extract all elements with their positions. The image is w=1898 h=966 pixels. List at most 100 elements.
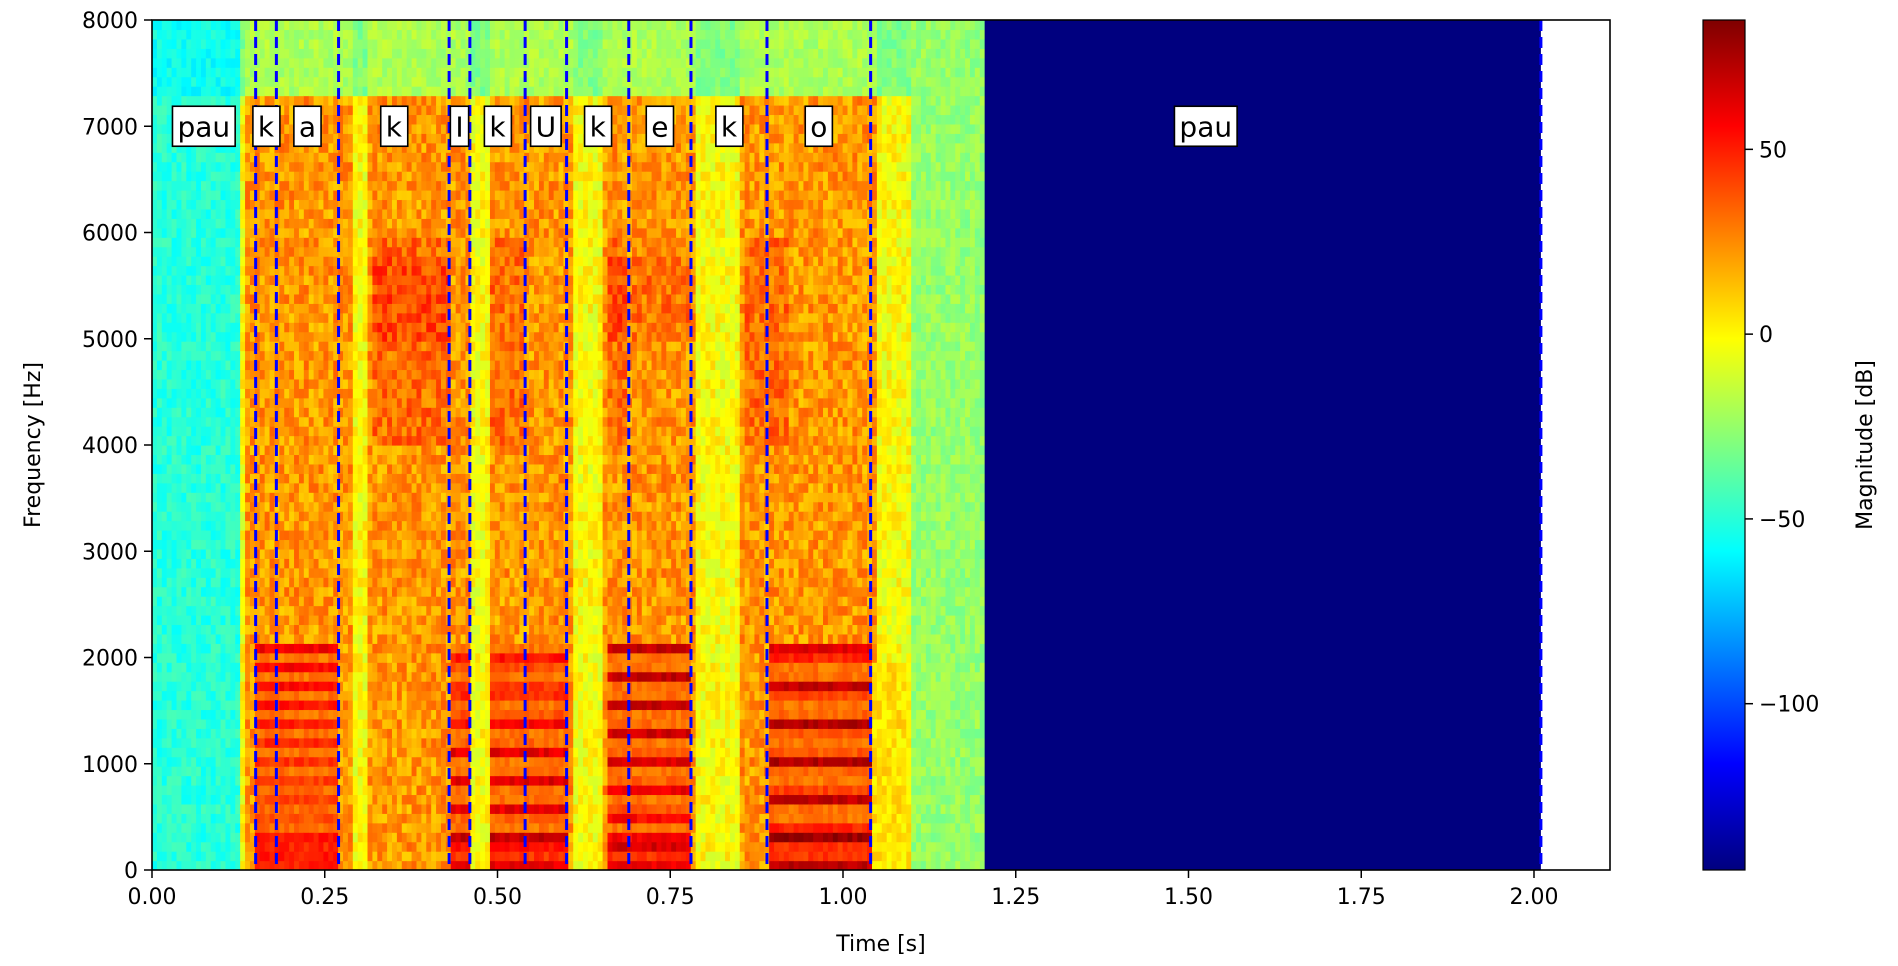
heatmap-cell xyxy=(333,133,339,144)
heatmap-cell xyxy=(362,190,369,201)
heatmap-cell xyxy=(205,558,212,569)
heatmap-cell xyxy=(210,633,217,644)
heatmap-cell xyxy=(186,57,192,68)
heatmap-cell xyxy=(294,76,300,87)
heatmap-cell xyxy=(191,265,197,276)
heatmap-cell xyxy=(186,142,192,153)
heatmap-cell xyxy=(279,473,285,484)
heatmap-cell xyxy=(215,426,222,437)
heatmap-cell xyxy=(382,67,388,78)
heatmap-cell xyxy=(406,577,413,588)
heatmap-cell xyxy=(396,246,403,257)
heatmap-cell xyxy=(259,662,266,673)
heatmap-cell xyxy=(338,171,344,182)
heatmap-cell xyxy=(362,530,369,541)
heatmap-cell xyxy=(377,558,383,569)
heatmap-cell xyxy=(313,803,320,814)
heatmap-cell xyxy=(186,38,192,49)
heatmap-cell xyxy=(235,473,241,484)
heatmap-cell xyxy=(377,378,383,389)
heatmap-cell xyxy=(396,388,403,399)
heatmap-cell xyxy=(392,463,398,474)
heatmap-cell xyxy=(401,851,408,862)
heatmap-cell xyxy=(274,473,280,484)
heatmap-cell xyxy=(323,454,329,465)
heatmap-cell xyxy=(152,76,158,87)
heatmap-cell xyxy=(318,785,325,796)
heatmap-cell xyxy=(230,718,236,729)
heatmap-cell xyxy=(284,256,290,267)
heatmap-cell xyxy=(235,57,241,68)
heatmap-cell xyxy=(416,794,422,805)
heatmap-cell xyxy=(347,841,354,852)
heatmap-cell xyxy=(259,341,266,352)
heatmap-cell xyxy=(401,794,408,805)
heatmap-cell xyxy=(294,445,300,456)
heatmap-cell xyxy=(347,586,354,597)
heatmap-cell xyxy=(406,624,413,635)
heatmap-cell xyxy=(328,95,334,106)
heatmap-cell xyxy=(240,766,246,777)
heatmap-cell xyxy=(171,95,178,106)
heatmap-cell xyxy=(357,586,364,597)
heatmap-cell xyxy=(333,407,339,418)
heatmap-cell xyxy=(205,775,212,786)
heatmap-cell xyxy=(225,218,231,229)
heatmap-cell xyxy=(392,511,398,522)
heatmap-cell xyxy=(411,511,418,522)
heatmap-cell xyxy=(294,747,300,758)
heatmap-cell xyxy=(279,171,285,182)
heatmap-cell xyxy=(387,435,393,446)
heatmap-cell xyxy=(171,766,178,777)
heatmap-cell xyxy=(259,86,266,97)
heatmap-cell xyxy=(298,718,305,729)
heatmap-cell xyxy=(220,596,227,607)
heatmap-cell xyxy=(225,445,231,456)
heatmap-cell xyxy=(416,76,422,87)
heatmap-cell xyxy=(347,388,354,399)
heatmap-cell xyxy=(240,38,246,49)
heatmap-cell xyxy=(161,445,168,456)
heatmap-cell xyxy=(161,275,168,286)
heatmap-cell xyxy=(240,785,246,796)
heatmap-cell xyxy=(269,237,276,248)
heatmap-cell xyxy=(343,681,349,692)
heatmap-cell xyxy=(235,558,241,569)
heatmap-cell xyxy=(215,822,222,833)
heatmap-cell xyxy=(392,822,398,833)
heatmap-cell xyxy=(318,350,325,361)
heatmap-cell xyxy=(259,615,266,626)
heatmap-cell xyxy=(401,482,408,493)
heatmap-cell xyxy=(279,775,285,786)
heatmap-cell xyxy=(205,303,212,314)
heatmap-cell xyxy=(186,775,192,786)
heatmap-cell xyxy=(401,530,408,541)
heatmap-cell xyxy=(323,492,329,503)
heatmap-cell xyxy=(249,643,256,654)
heatmap-cell xyxy=(298,322,305,333)
heatmap-cell xyxy=(372,813,378,824)
heatmap-cell xyxy=(152,577,158,588)
heatmap-cell xyxy=(406,426,413,437)
heatmap-cell xyxy=(220,558,227,569)
heatmap-cell xyxy=(181,530,187,541)
heatmap-cell xyxy=(347,142,354,153)
heatmap-cell xyxy=(156,293,163,304)
heatmap-cell xyxy=(333,388,339,399)
heatmap-cell xyxy=(323,473,329,484)
heatmap-cell xyxy=(254,95,261,106)
heatmap-cell xyxy=(303,322,310,333)
heatmap-cell xyxy=(191,426,197,437)
heatmap-cell xyxy=(318,501,325,512)
heatmap-cell xyxy=(249,275,256,286)
heatmap-cell xyxy=(298,841,305,852)
heatmap-cell xyxy=(259,38,266,49)
heatmap-cell xyxy=(382,435,388,446)
heatmap-cell xyxy=(323,105,329,116)
heatmap-cell xyxy=(377,794,383,805)
heatmap-cell xyxy=(411,312,418,323)
heatmap-cell xyxy=(181,605,187,616)
heatmap-cell xyxy=(240,341,246,352)
heatmap-cell xyxy=(343,643,349,654)
heatmap-cell xyxy=(245,57,251,68)
